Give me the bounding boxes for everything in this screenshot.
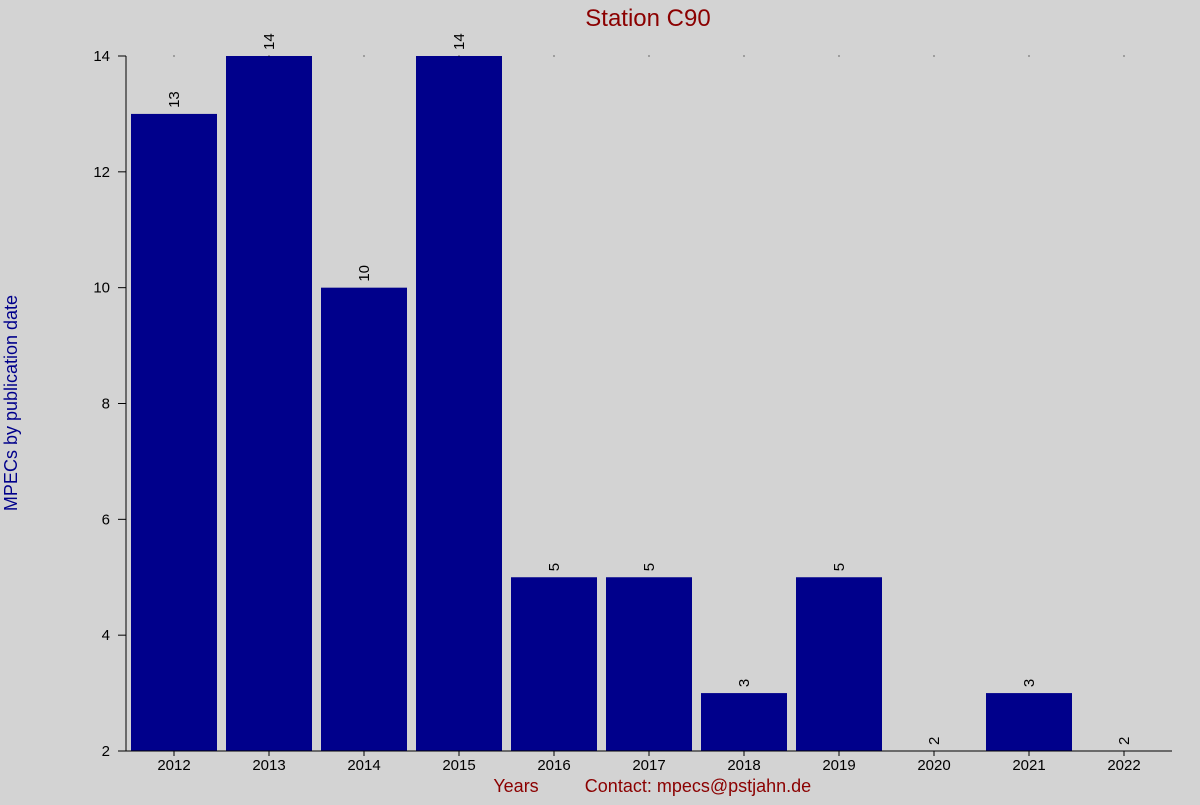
bar-2015 [416,56,502,751]
bar-2017 [606,577,692,751]
data-label-2015: 14 [451,33,468,50]
top-tick-2018 [743,55,745,57]
data-label-2013: 14 [261,33,278,50]
chart-title: Station C90 [585,5,710,32]
x-tick-label-2018: 2018 [727,757,760,774]
bar-2021 [986,693,1072,751]
x-tick-label-2014: 2014 [347,757,380,774]
x-tick-label-2012: 2012 [157,757,190,774]
top-tick-2020 [933,55,935,57]
x-tick-label-2019: 2019 [822,757,855,774]
data-label-2016: 5 [546,563,563,571]
x-tick-label-2015: 2015 [442,757,475,774]
data-label-2021: 3 [1021,679,1038,687]
plot-area: 2 4 6 8 10 12 14 2012 2013 2014 2015 2016 2017 2018 20… [93,33,1172,774]
top-tick-2022 [1123,55,1125,57]
x-tick-label-2020: 2020 [917,757,950,774]
x-tick-label-2016: 2016 [537,757,570,774]
top-tick-2015 [458,55,460,57]
top-tick-2016 [553,55,555,57]
data-label-2012: 13 [166,91,183,108]
data-label-2019: 5 [831,563,848,571]
x-tick-label-2013: 2013 [252,757,285,774]
y-tick-label-6: 6 [102,511,110,528]
data-label-2022: 2 [1116,737,1133,745]
footer-contact: Contact: mpecs@pstjahn.de [585,776,811,796]
top-tick-2013 [268,55,270,57]
data-label-2020: 2 [926,737,943,745]
bar-2019 [796,577,882,751]
y-tick-label-8: 8 [102,396,110,413]
bar-2013 [226,56,312,751]
top-tick-2017 [648,55,650,57]
x-tick-label-2022: 2022 [1107,757,1140,774]
x-tick-label-2021: 2021 [1012,757,1045,774]
y-tick-label-12: 12 [93,164,110,181]
data-label-2014: 10 [356,265,373,282]
y-tick-label-10: 10 [93,280,110,297]
data-label-2017: 5 [641,563,658,571]
y-tick-label-2: 2 [102,743,110,760]
y-tick-label-14: 14 [93,48,110,65]
top-tick-2021 [1028,55,1030,57]
bar-2012 [131,113,217,751]
y-tick-label-4: 4 [102,627,110,644]
top-tick-2012 [173,55,175,57]
top-tick-2019 [838,55,840,57]
bar-2016 [511,577,597,751]
data-label-2018: 3 [736,679,753,687]
y-axis-label: MPECs by publication date [1,295,21,511]
x-tick-label-2017: 2017 [632,757,665,774]
top-tick-2014 [363,55,365,57]
x-axis-label: Years [493,776,538,796]
bar-2014 [321,287,407,751]
bar-2018 [701,693,787,751]
